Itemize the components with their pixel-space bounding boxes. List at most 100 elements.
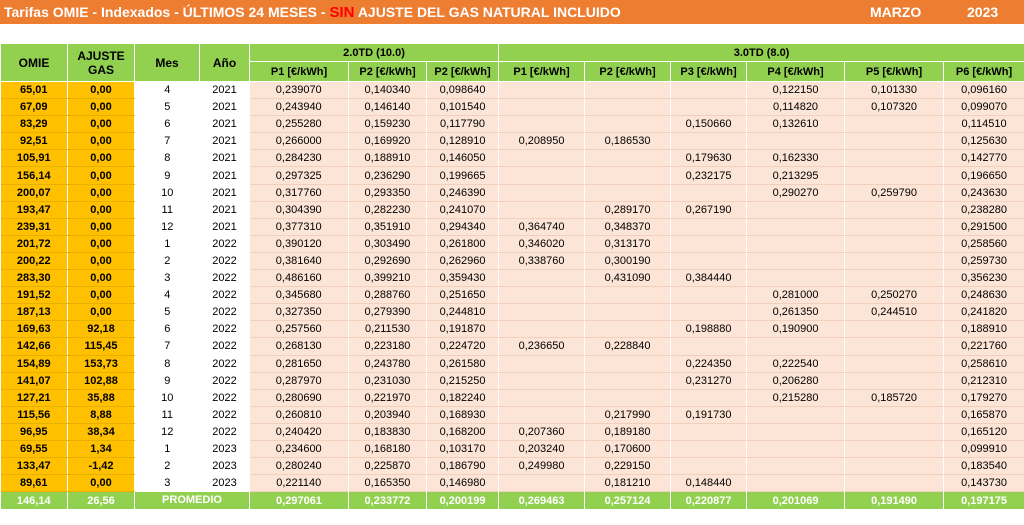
anio-cell: 2023 [199,457,250,475]
omie-cell: 69,55 [0,440,68,459]
price-cell: 0,125630 [943,132,1024,151]
anio-cell: 2021 [199,98,250,116]
ajuste-gas-cell: 0,00 [67,149,135,168]
banner-month: MARZO [870,4,922,20]
price-cell: 0,215250 [426,372,500,390]
mes-cell: 9 [134,166,200,185]
price-cell: 0,146050 [426,149,500,168]
mes-cell: 11 [134,201,200,219]
average-price-cell: 0,201069 [746,491,846,509]
price-cell [670,132,748,151]
mes-cell: 2 [134,457,200,475]
price-cell: 0,122150 [746,81,846,100]
price-cell: 0,259790 [844,184,945,202]
price-cell: 0,338760 [498,252,586,271]
price-cell: 0,262960 [426,252,500,271]
price-cell: 0,359430 [426,269,500,288]
price-cell: 0,239070 [249,81,349,100]
price-cell: 0,281650 [249,355,349,373]
price-cell [844,201,945,219]
price-cell: 0,142770 [943,149,1024,168]
price-cell: 0,279390 [348,303,427,322]
price-cell: 0,317760 [249,184,349,202]
ajuste-gas-cell: 35,88 [67,389,135,407]
price-cell: 0,289170 [584,201,672,219]
table-row: 69,55 1,34 1 2023 0,234600 0,168180 0,103170 0,… [0,440,1024,459]
price-cell: 0,351910 [348,218,427,236]
ajuste-gas-cell: 115,45 [67,337,135,356]
price-cell: 0,257560 [249,320,349,339]
header-group-3td: 3.0TD (8.0) [498,43,1024,62]
ajuste-gas-cell: 8,88 [67,406,135,424]
price-cell [844,269,945,288]
average-price-cell: 0,200199 [426,491,500,509]
price-cell: 0,287970 [249,372,349,390]
table-row: 239,31 0,00 12 2021 0,377310 0,351910 0,294340… [0,218,1024,236]
price-cell: 0,348370 [584,218,672,236]
price-cell: 0,241070 [426,201,500,219]
ajuste-gas-cell: 102,88 [67,372,135,390]
price-cell: 0,213295 [746,166,846,185]
price-cell [670,389,748,407]
price-cell: 0,170600 [584,440,672,459]
ajuste-gas-cell: 0,00 [67,132,135,151]
price-cell [498,269,586,288]
mes-cell: 4 [134,81,200,99]
header-ajuste-gas: AJUSTE GAS [67,43,135,82]
price-cell: 0,238280 [943,201,1024,219]
subheader-row: P1 [€/kWh] P2 [€/kWh] P2 [€/kWh] P1 [€/kWh]… [1,61,1024,82]
price-cell: 0,143730 [943,474,1024,493]
price-cell: 0,186790 [426,457,500,476]
price-cell: 0,165120 [943,423,1024,441]
price-cell [498,474,586,493]
mes-cell: 8 [134,355,200,373]
price-cell: 0,234600 [249,440,349,459]
price-cell: 0,229150 [584,457,672,476]
anio-cell: 2022 [199,320,250,338]
price-cell [670,81,748,100]
price-cell: 0,327350 [249,303,349,322]
omie-cell: 127,21 [0,389,68,407]
anio-cell: 2022 [199,355,250,373]
price-cell [670,423,748,441]
ajuste-gas-cell: 0,00 [67,115,135,134]
price-cell [584,286,672,305]
average-price-cell: 0,269463 [498,491,586,509]
ajuste-gas-cell: 0,00 [67,184,135,202]
ajuste-gas-cell: 0,00 [67,201,135,219]
price-cell: 0,261580 [426,355,500,373]
subheader-headers-cols_2td-0: P1 [€/kWh] [249,61,349,82]
ajuste-gas-cell: 0,00 [67,81,135,100]
price-cell [670,218,748,236]
price-cell: 0,168200 [426,423,500,441]
price-cell: 0,146140 [348,98,427,117]
price-cell: 0,140340 [348,81,427,100]
price-cell [844,440,945,459]
ajuste-gas-cell: 38,34 [67,423,135,441]
price-cell [844,372,945,390]
price-cell: 0,232175 [670,166,748,185]
table-row: 115,56 8,88 11 2022 0,260810 0,203940 0,168930… [0,406,1024,424]
price-cell: 0,384440 [670,269,748,288]
omie-cell: 239,31 [0,218,68,236]
omie-cell: 193,47 [0,201,68,219]
price-cell: 0,103170 [426,440,500,459]
price-cell [844,252,945,271]
subheader-headers-cols_3td-0: P1 [€/kWh] [498,61,586,82]
price-cell: 0,208950 [498,132,586,151]
banner-title-sin: SIN [329,4,355,21]
ajuste-gas-cell: 1,34 [67,440,135,459]
ajuste-gas-cell: 0,00 [67,166,135,185]
anio-cell: 2022 [199,303,250,321]
price-cell: 0,211530 [348,320,427,339]
anio-cell: 2023 [199,474,250,492]
ajuste-gas-cell: 0,00 [67,474,135,493]
anio-cell: 2021 [199,166,250,185]
mes-cell: 7 [134,132,200,150]
price-cell [498,406,586,424]
price-cell [746,406,846,424]
price-cell: 0,248630 [943,286,1024,305]
price-cell [844,115,945,134]
price-cell: 0,107320 [844,98,945,117]
mes-cell: 6 [134,320,200,338]
